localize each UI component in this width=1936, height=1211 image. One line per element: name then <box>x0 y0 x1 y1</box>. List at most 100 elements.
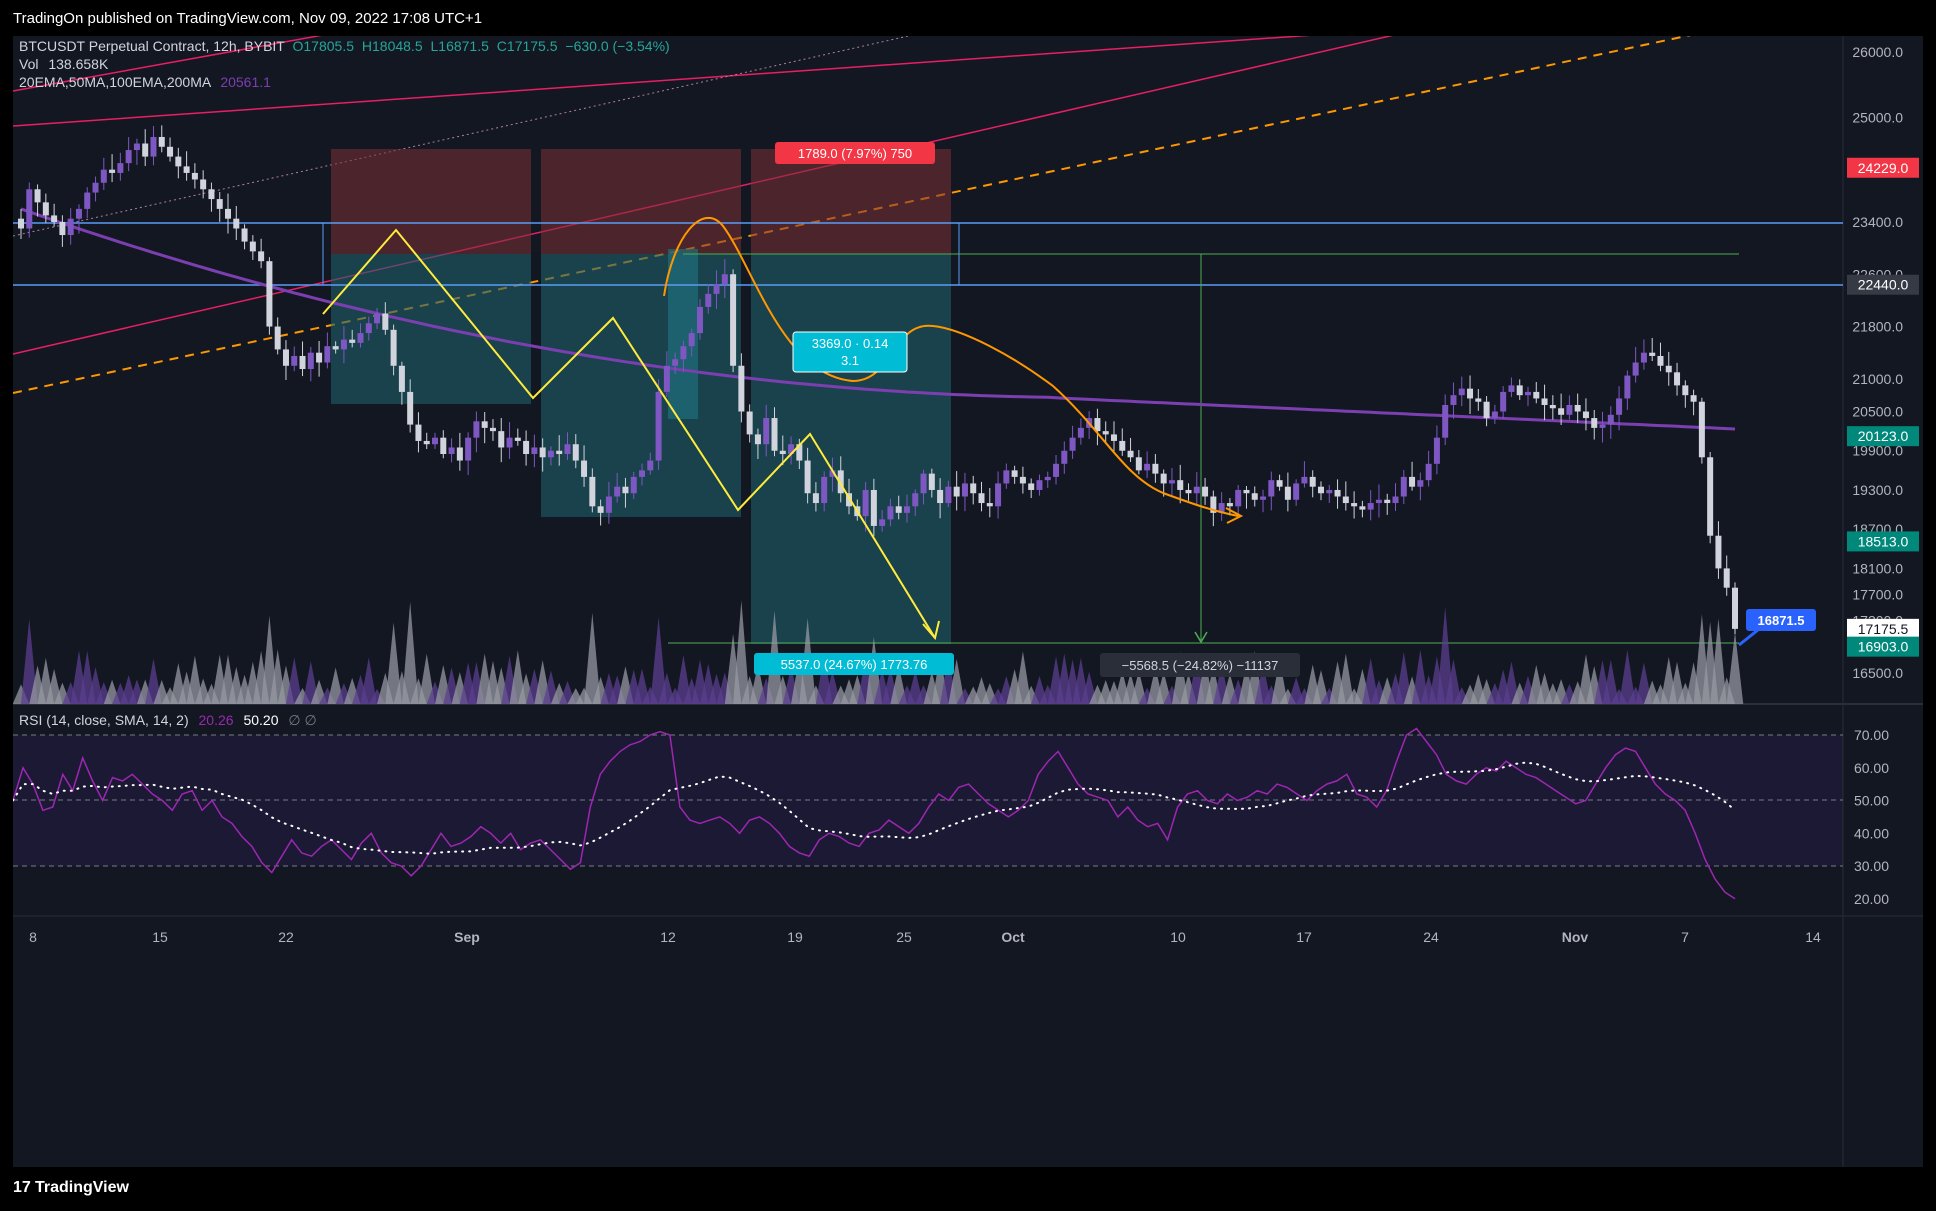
short-target-zone-2[interactable] <box>541 254 741 517</box>
candle-body <box>1433 437 1440 464</box>
candle-body <box>738 365 745 412</box>
candle-body <box>299 355 306 370</box>
candle-body <box>291 355 298 366</box>
candle-body <box>879 519 886 526</box>
candle-body <box>316 352 323 363</box>
volume-bar <box>1271 659 1288 704</box>
chart-svg[interactable]: 1789.0 (7.97%) 750 3369.0 · 0.14 3.1 553… <box>12 25 1923 1167</box>
candle-body <box>1417 480 1424 487</box>
candle-body <box>1317 486 1324 494</box>
rsi-sma-line <box>12 761 1736 855</box>
time-axis[interactable]: 8 15 22 Sep 12 19 25 Oct 10 17 24 Nov 7 14 <box>29 929 1821 945</box>
candle-body <box>1160 473 1167 484</box>
measure-label: −5568.5 (−24.82%) −11137 <box>1122 658 1279 673</box>
candle-body <box>26 189 33 229</box>
volume-bar <box>584 612 601 704</box>
time-tick-label: 22 <box>278 929 294 945</box>
short-stop-zone-2[interactable] <box>541 149 741 254</box>
candle-body <box>771 418 778 451</box>
rsi-tick-label: 20.00 <box>1854 891 1889 907</box>
candle-body <box>514 437 521 441</box>
candle-body <box>1533 391 1540 399</box>
short-stop-zone-3[interactable] <box>751 149 951 254</box>
candle-body <box>1251 493 1258 500</box>
symbol-legend[interactable]: BTCUSDT Perpetual Contract, 12h, BYBIT O… <box>19 38 670 54</box>
candle-body <box>1384 499 1391 504</box>
volume-bar <box>1436 606 1454 704</box>
short-target-zone-3[interactable] <box>751 254 951 644</box>
price-markers: 24229.0 22440.0 20123.0 18513.0 17175.5 16903… <box>1847 157 1919 657</box>
candle-body <box>1591 418 1598 428</box>
candle-body <box>1582 411 1589 419</box>
candle-body <box>1260 496 1267 500</box>
candle-body <box>796 444 803 461</box>
candle-body <box>614 486 621 497</box>
candle-body <box>1235 489 1242 507</box>
candle-body <box>1334 489 1341 497</box>
candle-body <box>150 136 157 157</box>
candle-body <box>1144 463 1151 471</box>
chart-area[interactable]: 1789.0 (7.97%) 750 3369.0 · 0.14 3.1 553… <box>12 25 1923 1167</box>
volume-bar <box>1602 659 1620 704</box>
candle-body <box>1624 375 1631 399</box>
short-stop-zone-1[interactable] <box>331 149 531 254</box>
candle-body <box>1011 470 1018 477</box>
volume-legend[interactable]: Vol 138.658K <box>19 56 108 72</box>
orange-dashed-trendline <box>12 25 1734 394</box>
candle-body <box>1293 483 1300 500</box>
candle-body <box>175 156 182 167</box>
price-marker-box <box>1847 531 1919 552</box>
rsi-legend[interactable]: RSI (14, close, SMA, 14, 2) 20.26 50.20 … <box>19 712 317 729</box>
candle-body <box>937 489 944 504</box>
candle-body <box>340 339 347 350</box>
rsi-tick-label: 70.00 <box>1854 727 1889 743</box>
ma-legend[interactable]: 20EMA,50MA,100EMA,200MA 20561.1 <box>19 74 271 90</box>
price-axis[interactable]: 26000.025000.024200.023400.022600.021800… <box>1852 44 1903 681</box>
time-tick-label: 8 <box>29 929 37 945</box>
candle-body <box>1326 489 1333 494</box>
candle-body <box>1723 568 1730 588</box>
candle-body <box>241 228 248 242</box>
candle-body <box>324 346 331 363</box>
candle-body <box>1616 398 1623 415</box>
candle-body <box>1119 440 1126 451</box>
candle-body <box>622 486 629 494</box>
time-tick-label: 19 <box>787 929 803 945</box>
candle-body <box>1500 391 1507 412</box>
candle-body <box>489 427 496 432</box>
candle-body <box>564 444 571 455</box>
candle-body <box>730 274 737 366</box>
price-tick-label: 25000.0 <box>1852 109 1903 125</box>
candle-body <box>1599 424 1606 428</box>
candle-body <box>1491 411 1498 419</box>
candle-body <box>1276 480 1283 487</box>
candle-body <box>249 241 256 252</box>
candle-body <box>349 339 356 343</box>
price-marker-label: 22440.0 <box>1858 277 1909 293</box>
rsi-axis[interactable]: 70.00 60.00 50.00 40.00 30.00 20.00 <box>1854 727 1889 907</box>
tradingview-logo[interactable]: 17 TradingView <box>13 1179 129 1197</box>
candle-body <box>382 313 389 330</box>
price-tick-label: 19900.0 <box>1852 443 1903 459</box>
candle-body <box>870 489 877 526</box>
volume-bar <box>385 622 402 704</box>
candle-body <box>233 218 240 229</box>
brand-name: TradingView <box>35 1179 129 1196</box>
candle-body <box>1682 385 1689 396</box>
volume-bar <box>1254 663 1272 704</box>
volume-bar <box>733 600 750 704</box>
ma-label: 20EMA,50MA,100EMA,200MA <box>19 74 211 90</box>
candle-body <box>1359 506 1366 510</box>
candle-body <box>1094 418 1101 432</box>
ma-value: 20561.1 <box>220 74 271 90</box>
price-marker-box <box>1847 618 1919 639</box>
candle-body <box>1127 450 1134 458</box>
high-value: H18048.5 <box>361 38 423 54</box>
candle-body <box>672 359 679 366</box>
time-tick-label: 14 <box>1805 929 1821 945</box>
short-target-zone-1[interactable] <box>331 254 531 404</box>
candle-body <box>398 365 405 392</box>
rsi-sma-value: 50.20 <box>243 712 279 728</box>
volume-bar <box>418 653 436 704</box>
candle-body <box>970 483 977 494</box>
